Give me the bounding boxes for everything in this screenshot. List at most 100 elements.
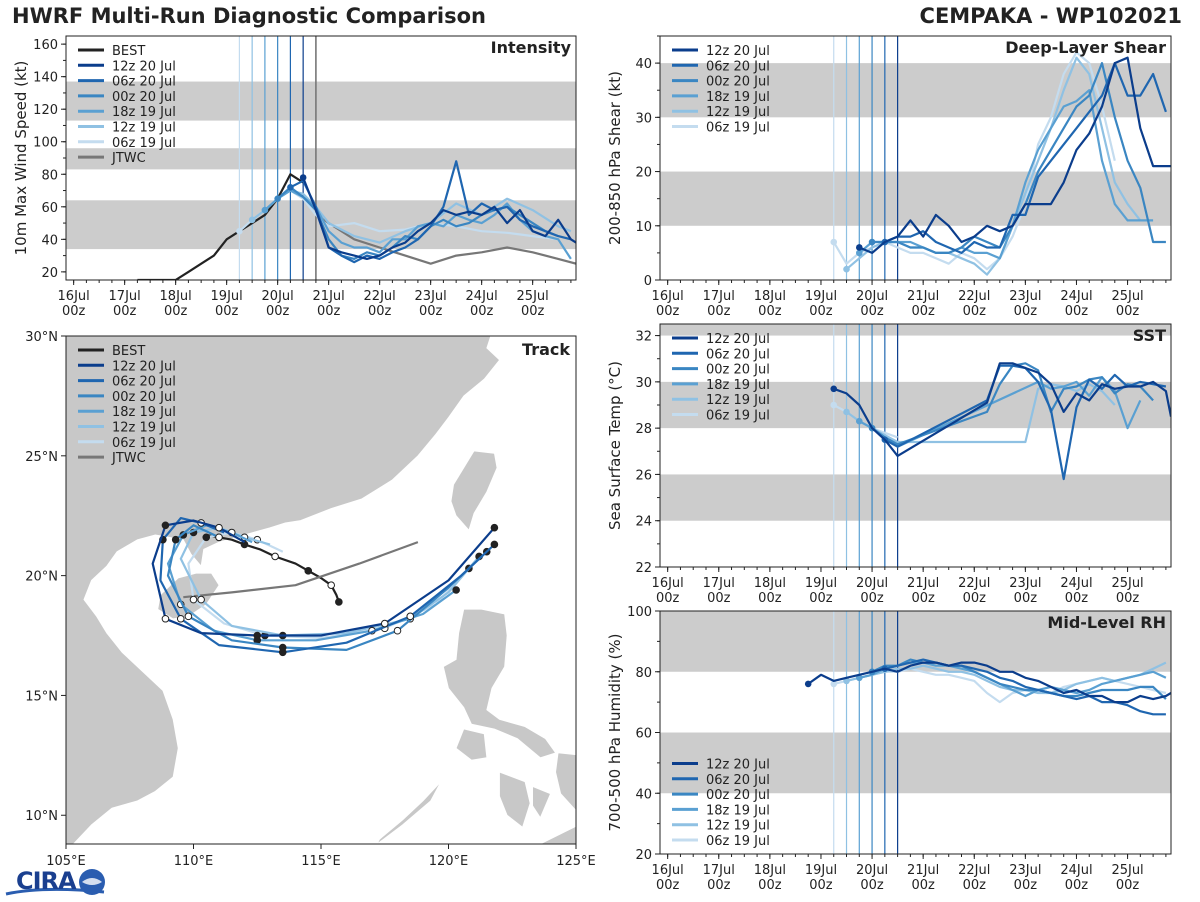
sst-xtick-label: 18Jul [754,576,786,591]
shear-series-start-marker [843,265,850,273]
shear-plot-area [660,36,1171,280]
intensity-band-1 [66,148,576,170]
shear-xtick-label: 00z [758,304,782,319]
track-xtick-label: 105°E [46,854,86,869]
rh-xtick-label: 00z [963,878,987,893]
shear-xtick-label: 00z [707,304,731,319]
shear-xtick-label: 23Jul [1009,289,1041,304]
track-position-marker [240,540,249,549]
intensity-ytick-label: 60 [41,201,58,216]
cira-logo: CIRA [4,866,108,898]
shear-xtick-label: 00z [963,304,987,319]
intensity-ytick-label: 40 [41,233,58,248]
track-position-marker [327,581,336,590]
sst-xtick-label: 00z [860,591,884,606]
rh-ytick-label: 40 [635,787,652,802]
sst-xtick-label: 00z [809,591,833,606]
intensity-ytick-label: 100 [33,136,58,151]
rh-ylabel: 700-500 hPa Humidity (%) [606,633,624,831]
sst-legend-label: 06z 19 Jul [706,409,770,424]
rh-ytick-label: 100 [627,605,652,620]
intensity-legend-label: 06z 20 Jul [112,75,176,90]
shear-band-1 [660,63,1171,118]
rh-plot-area [660,611,1171,854]
rh-series-line [807,661,1171,704]
sst-xtick-label: 00z [758,591,782,606]
shear-xtick-label: 00z [860,304,884,319]
track-position-marker [304,567,313,575]
intensity-xtick-label: 19Jul [211,289,243,304]
rh-legend-label: 12z 19 Jul [706,819,770,834]
land-luzon [442,608,557,759]
land-panay-negros [499,771,531,828]
sst-title: SST [1133,326,1166,345]
rh-series-line [833,667,1167,704]
track-position-marker [161,614,170,623]
track-position-marker [215,523,223,532]
intensity-series-start-marker [299,174,307,181]
logo-graphic [5,869,105,896]
intensity-series-line [289,160,572,264]
sst-xtick-label: 17Jul [703,576,735,591]
rh-ytick-label: 80 [635,666,652,681]
sst-ytick-label: 32 [635,330,652,345]
sst-legend-label: 00z 20 Jul [706,363,770,378]
track-legend-label: 12z 20 Jul [112,359,176,374]
track-legend-label: 00z 20 Jul [112,390,176,405]
sst-ylabel: Sea Surface Temp (°C) [606,361,624,530]
track-line [151,519,496,637]
intensity-panel: 2040608010012014016016Jul00z17Jul00z18Ju… [12,35,577,319]
shear-series-line [858,56,1171,254]
intensity-xtick-label: 16Jul [58,289,90,304]
intensity-xtick-label: 22Jul [364,289,396,304]
intensity-ytick-label: 160 [33,38,58,53]
track-position-marker [335,598,343,606]
sst-xtick-label: 00z [1116,591,1140,606]
intensity-legend-label: 18z 19 Jul [112,105,176,120]
shear-xtick-label: 00z [809,304,833,319]
sst-xtick-label: 00z [707,591,731,606]
rh-xtick-label: 25Jul [1111,863,1143,878]
intensity-band-2 [66,81,576,121]
track-ytick-label: 15°N [25,689,58,704]
track-position-marker [406,612,415,621]
rh-xtick-label: 20Jul [856,863,888,878]
shear-series-start-marker [830,238,838,246]
intensity-xtick-label: 20Jul [262,289,294,304]
sst-xtick-label: 00z [1065,591,1089,606]
rh-xtick-label: 00z [656,878,680,893]
sst-ytick-label: 26 [635,468,652,483]
intensity-plot-area [66,36,576,280]
shear-xtick-label: 19Jul [805,289,837,304]
track-position-marker [452,586,460,594]
shear-band-0 [660,171,1171,226]
shear-xtick-label: 17Jul [703,289,735,304]
track-legend-label: JTWC [111,451,146,466]
shear-ytick-label: 40 [635,57,652,72]
shear-legend-label: 06z 19 Jul [706,121,770,136]
shear-xtick-label: 16Jul [652,289,684,304]
intensity-xtick-label: 21Jul [313,289,345,304]
sst-xtick-label: 22Jul [958,576,990,591]
intensity-xtick-label: 00z [164,304,188,319]
sst-xtick-label: 19Jul [805,576,837,591]
shear-series-start-marker [868,238,876,246]
sst-series-start-marker [830,401,838,409]
land-mindanao [539,825,576,844]
track-position-marker [490,540,499,549]
land-taiwan [450,450,498,531]
shear-legend-label: 18z 19 Jul [706,90,770,105]
sst-legend-label: 12z 20 Jul [706,332,770,347]
rh-ytick-label: 20 [635,848,652,863]
sst-ytick-label: 22 [635,561,652,576]
sst-band-1 [660,381,1171,429]
rh-title: Mid-Level RH [1047,613,1166,632]
track-position-marker [189,595,198,604]
track-position-marker [278,648,287,657]
rh-xtick-label: 21Jul [907,863,939,878]
storm-id-title: CEMPAKA - WP102021 [919,4,1182,28]
track-xtick-label: 110°E [174,854,214,869]
track-panel: 105°E 110°E 115°E 120°E 125°E 10°N 15°N 20°N 25°… [25,330,596,869]
shear-xtick-label: 00z [1065,304,1089,319]
